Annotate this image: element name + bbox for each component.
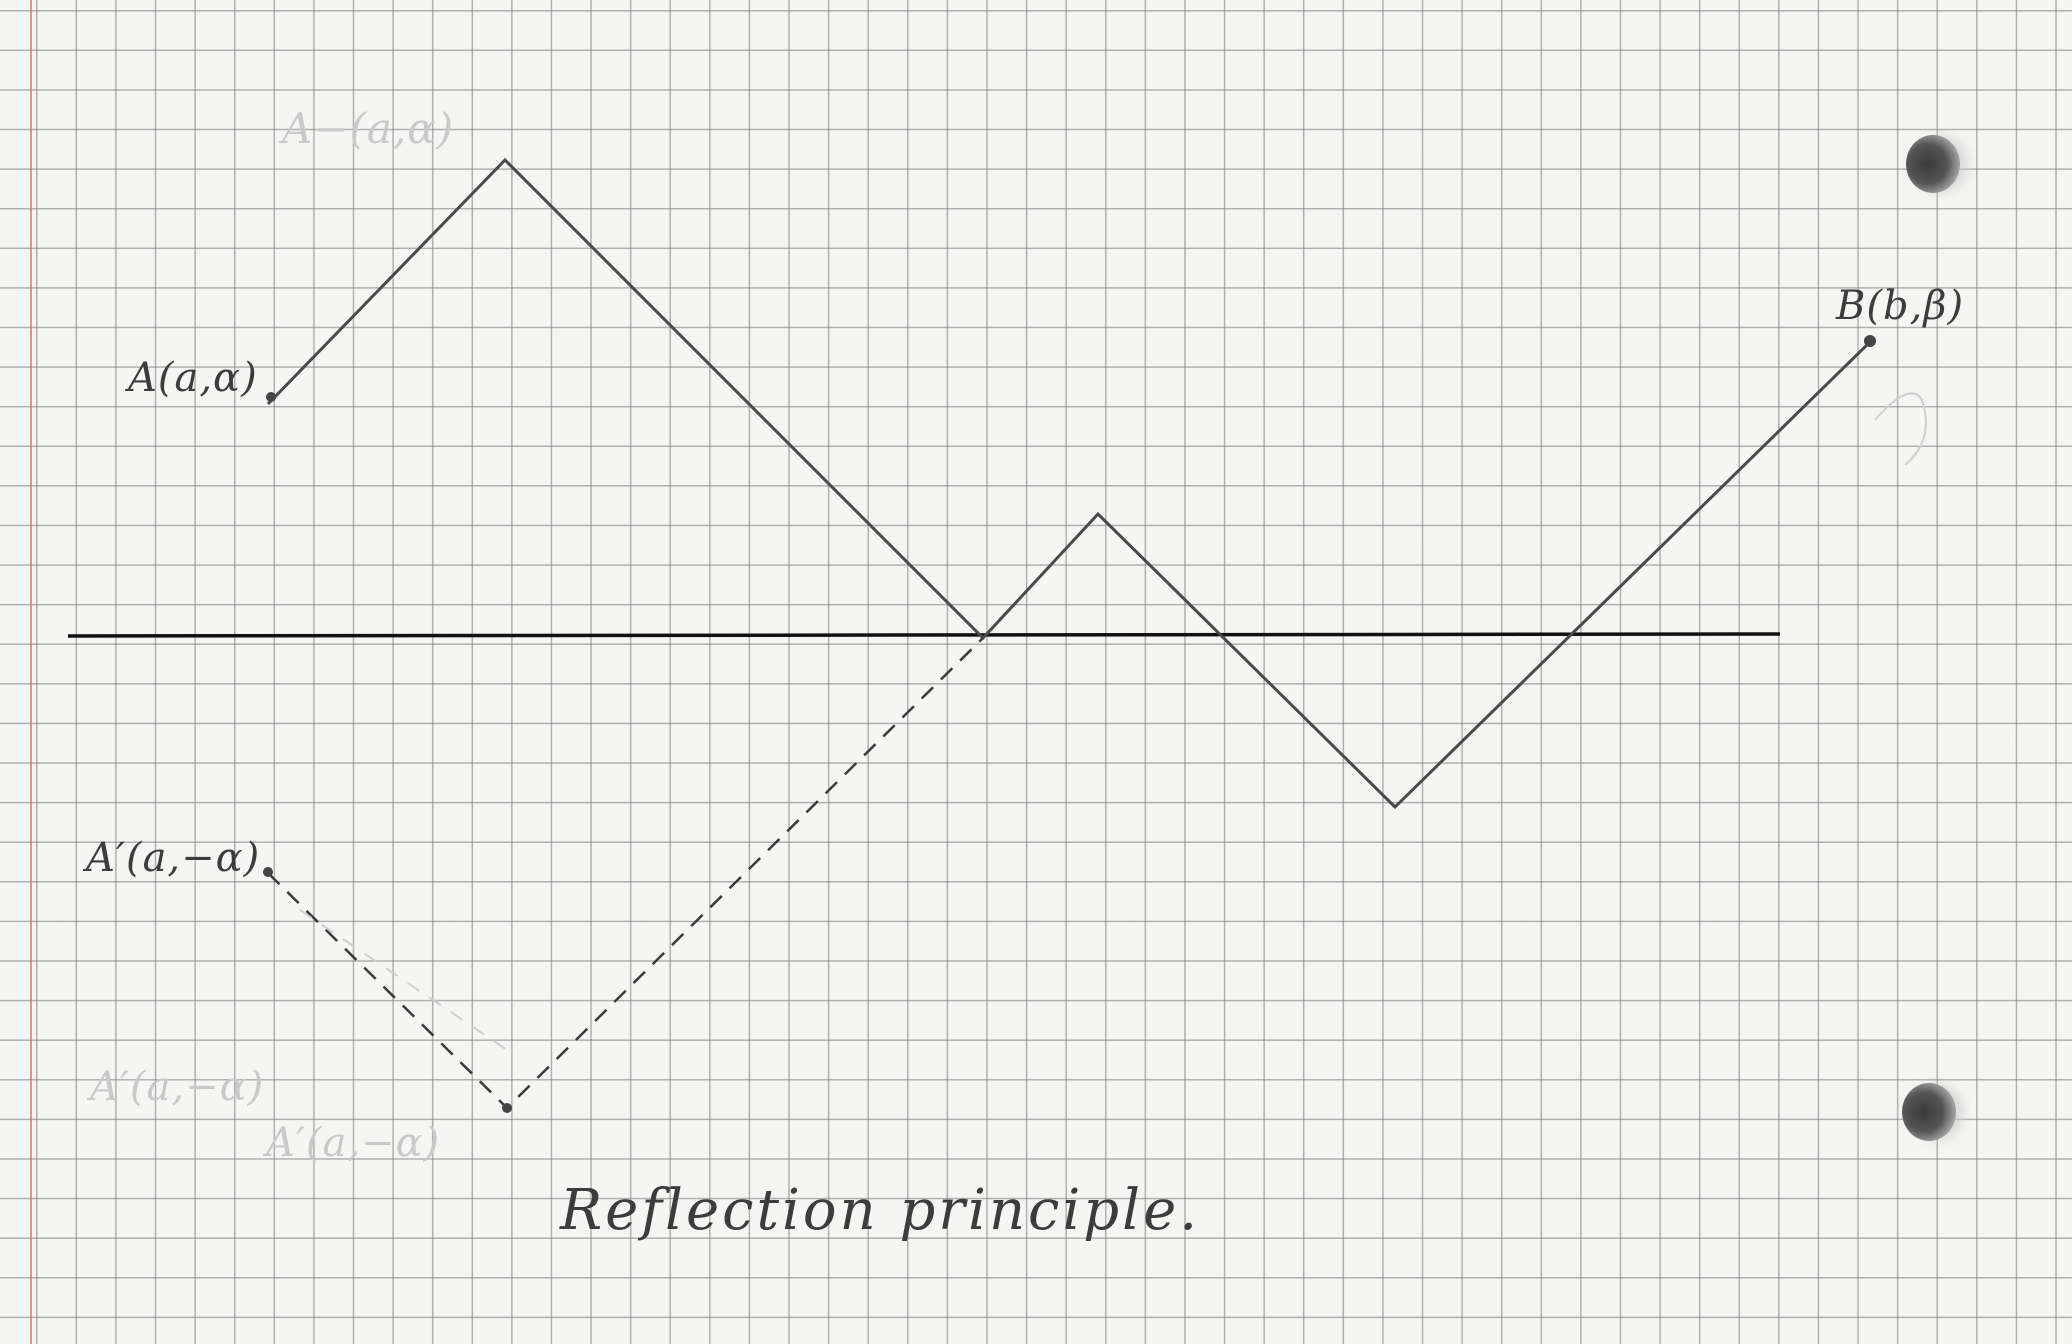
horizontal-axis [67, 632, 1781, 638]
reflected-path-dashed [267, 637, 984, 1110]
red-margin-line [30, 0, 32, 1344]
point-a-dot [266, 392, 276, 402]
faint-label-bottom-1: A′(a,−α) [90, 1064, 265, 1110]
point-a-prime-dot [263, 867, 273, 877]
reflected-vertex-dot [502, 1103, 512, 1113]
label-point-a-prime: A′(a,−α) [86, 835, 261, 881]
faint-label-top: A−(a,α) [282, 104, 455, 153]
diagram-caption: Reflection principle. [560, 1178, 1201, 1243]
faint-sketch-arc [1874, 392, 1927, 466]
punch-hole-top [1906, 135, 1960, 193]
faint-label-bottom-2: A′(a,−α) [266, 1120, 441, 1166]
random-walk-path [266, 157, 1874, 810]
punch-hole-bottom [1902, 1083, 1956, 1141]
point-b-dot [1864, 335, 1876, 347]
label-point-b: B(b,β) [1836, 283, 1965, 329]
label-point-a: A(a,α) [128, 355, 258, 401]
faint-erased-path [299, 909, 508, 1051]
